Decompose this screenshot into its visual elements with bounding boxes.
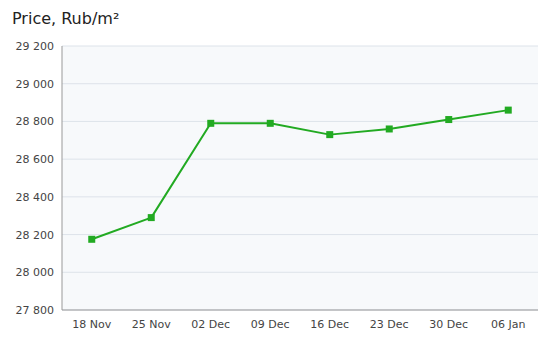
y-tick-label: 28 000 [16,266,55,279]
x-tick-label: 18 Nov [72,318,111,331]
y-tick-label: 29 200 [16,40,55,53]
y-grid-line [62,272,538,273]
y-grid-line [62,121,538,122]
y-tick-label: 28 800 [16,115,55,128]
data-marker [445,116,452,123]
data-marker [505,107,512,114]
y-grid-line [62,83,538,84]
data-marker [326,131,333,138]
chart-container: Price, Rub/m² 27 800 28 000 28 200 28 400 28 … [0,0,560,346]
x-tick-label: 06 Jan [491,318,525,331]
y-tick-label: 29 000 [16,78,55,91]
data-group [88,107,512,243]
data-marker [386,125,393,132]
data-marker [207,120,214,127]
y-axis-line [62,46,63,310]
x-tick-label: 23 Dec [370,318,409,331]
x-tick-labels: 18 Nov 25 Nov 02 Dec 09 Dec 16 Dec 23 Dec 30 D… [72,318,525,331]
x-tick-label: 09 Dec [251,318,290,331]
y-grid [62,46,538,310]
x-tick-label: 25 Nov [132,318,171,331]
x-tick-label: 02 Dec [191,318,230,331]
y-tick-label: 27 800 [16,304,55,317]
data-marker [267,120,274,127]
y-tick-label: 28 400 [16,191,55,204]
x-axis-line [62,310,538,311]
plot-background [62,46,538,310]
data-marker [148,214,155,221]
x-tick-label: 16 Dec [310,318,349,331]
y-grid-line [62,234,538,235]
data-line [92,110,509,239]
y-grid-line [62,159,538,160]
y-tick-label: 28 600 [16,153,55,166]
x-tick-label: 30 Dec [429,318,468,331]
y-grid-line [62,196,538,197]
y-tick-label: 28 200 [16,229,55,242]
chart-title: Price, Rub/m² [12,9,119,28]
chart-svg: Price, Rub/m² 27 800 28 000 28 200 28 400 28 … [0,0,560,346]
y-grid-line [62,310,538,311]
y-grid-line [62,46,538,47]
data-marker [88,236,95,243]
y-tick-labels: 27 800 28 000 28 200 28 400 28 600 28 800 29 0… [16,40,55,317]
